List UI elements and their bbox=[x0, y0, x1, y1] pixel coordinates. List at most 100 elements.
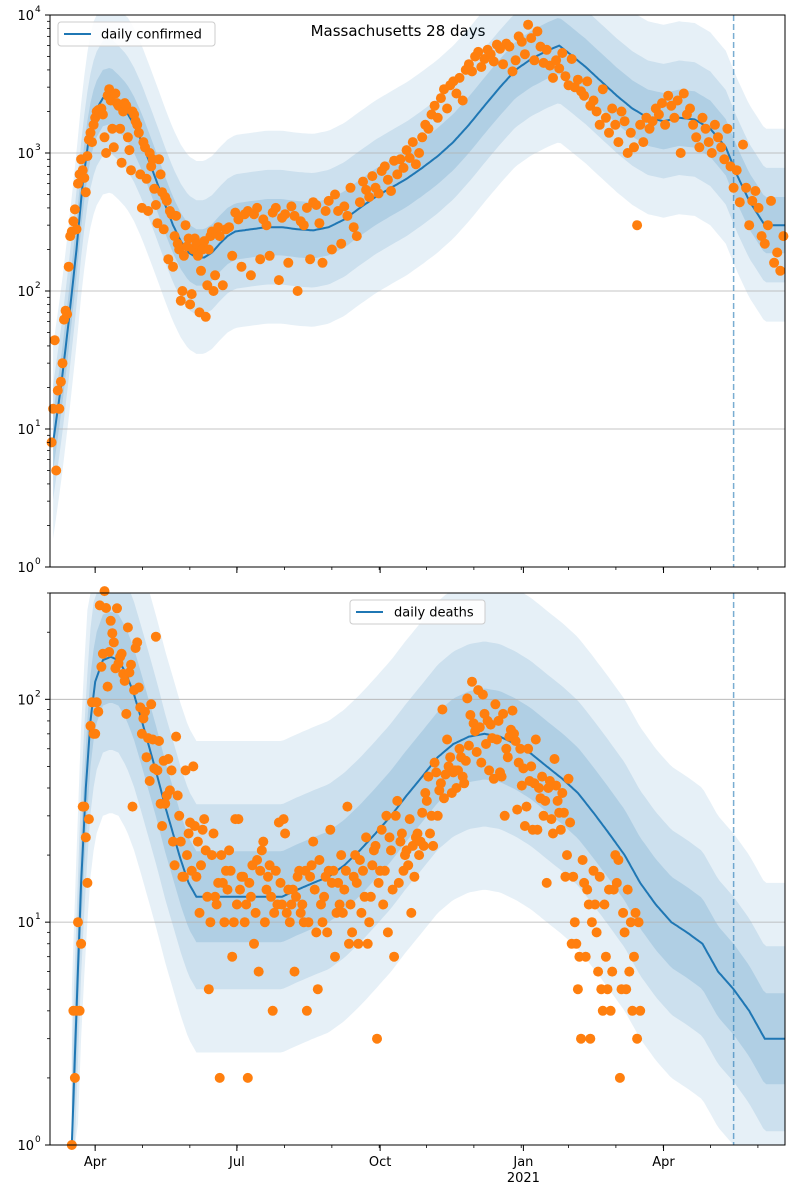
data-point bbox=[174, 810, 185, 821]
data-point bbox=[477, 689, 488, 700]
data-point bbox=[633, 917, 644, 928]
data-point bbox=[180, 220, 191, 231]
data-point bbox=[432, 112, 443, 123]
data-point bbox=[442, 734, 453, 745]
data-point bbox=[205, 917, 216, 928]
data-point bbox=[625, 127, 636, 138]
data-point bbox=[52, 385, 63, 396]
data-point bbox=[541, 877, 552, 888]
data-point bbox=[314, 855, 325, 865]
data-point bbox=[168, 836, 178, 847]
data-point bbox=[586, 917, 597, 928]
data-point bbox=[252, 202, 263, 213]
data-point bbox=[171, 731, 182, 742]
data-point bbox=[706, 148, 717, 158]
data-point bbox=[280, 828, 291, 839]
data-point bbox=[579, 90, 590, 101]
data-point bbox=[722, 123, 733, 134]
data-point bbox=[465, 710, 476, 720]
confirmed-legend: daily confirmed bbox=[57, 21, 216, 47]
data-point bbox=[364, 192, 375, 202]
data-point bbox=[172, 790, 183, 801]
y-tick-label: 10 bbox=[17, 285, 34, 300]
data-point bbox=[572, 984, 583, 995]
confidence-band bbox=[71, 612, 786, 1145]
data-point bbox=[252, 855, 263, 865]
data-point bbox=[122, 132, 133, 143]
data-point bbox=[364, 917, 375, 928]
data-point bbox=[638, 137, 649, 148]
data-point bbox=[319, 891, 330, 902]
data-point bbox=[280, 209, 291, 220]
data-point bbox=[326, 244, 337, 255]
data-point bbox=[600, 951, 611, 962]
data-point bbox=[178, 250, 189, 261]
data-point bbox=[297, 899, 308, 910]
data-point bbox=[154, 736, 164, 746]
data-point bbox=[471, 747, 482, 757]
data-point bbox=[87, 137, 97, 148]
data-point bbox=[557, 788, 568, 798]
data-point bbox=[213, 222, 224, 233]
data-point bbox=[286, 201, 297, 212]
data-point bbox=[554, 63, 565, 74]
data-point bbox=[196, 860, 206, 871]
data-point bbox=[155, 169, 166, 180]
data-point bbox=[169, 860, 180, 871]
data-point bbox=[91, 697, 102, 708]
data-point bbox=[116, 157, 127, 168]
data-point bbox=[403, 860, 414, 871]
data-point bbox=[231, 899, 242, 910]
y-tick-exponent: 2 bbox=[35, 281, 41, 291]
data-point bbox=[417, 807, 428, 818]
data-point bbox=[316, 899, 326, 910]
data-point bbox=[660, 119, 671, 130]
data-point bbox=[238, 871, 249, 882]
data-point bbox=[214, 1072, 225, 1083]
data-point bbox=[376, 824, 387, 835]
data-point bbox=[516, 780, 527, 791]
data-point bbox=[558, 807, 569, 818]
data-point bbox=[569, 917, 580, 928]
data-point bbox=[308, 836, 319, 847]
data-point bbox=[498, 708, 509, 719]
data-point bbox=[519, 49, 530, 60]
data-point bbox=[630, 907, 641, 918]
data-point bbox=[462, 693, 473, 704]
data-point bbox=[734, 197, 745, 208]
data-point bbox=[339, 201, 350, 212]
data-point bbox=[769, 257, 780, 268]
data-point bbox=[210, 891, 221, 902]
data-point bbox=[697, 112, 708, 123]
data-point bbox=[196, 265, 206, 276]
data-point bbox=[119, 675, 130, 686]
data-point bbox=[258, 836, 269, 847]
data-point bbox=[175, 295, 186, 306]
data-point bbox=[582, 884, 593, 895]
data-point bbox=[431, 767, 442, 778]
x-tick-label: Jan bbox=[512, 1155, 533, 1170]
data-point bbox=[354, 855, 365, 865]
data-point bbox=[759, 238, 770, 249]
data-point bbox=[562, 850, 572, 861]
data-point bbox=[68, 216, 79, 227]
data-point bbox=[245, 270, 256, 281]
data-point bbox=[389, 951, 400, 962]
data-point bbox=[236, 261, 247, 272]
data-point bbox=[393, 877, 404, 888]
data-point bbox=[607, 103, 618, 114]
data-point bbox=[600, 112, 611, 123]
deaths-axes-frame bbox=[49, 592, 786, 1146]
data-point bbox=[122, 622, 133, 633]
data-point bbox=[435, 93, 446, 104]
data-point bbox=[582, 76, 593, 87]
data-point bbox=[51, 465, 62, 476]
chart-title: Massachusetts 28 days bbox=[311, 22, 486, 40]
data-point bbox=[361, 832, 372, 843]
data-point bbox=[614, 1072, 625, 1083]
data-point bbox=[141, 173, 152, 184]
data-point bbox=[591, 106, 602, 117]
data-point bbox=[669, 112, 680, 123]
data-point bbox=[635, 119, 646, 130]
